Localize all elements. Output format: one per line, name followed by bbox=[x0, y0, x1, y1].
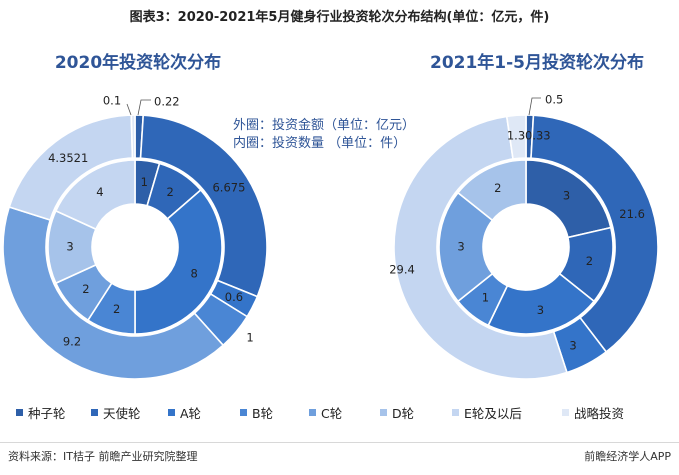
chart-title-2020: 2020年投资轮次分布 bbox=[55, 52, 221, 73]
source-note: 资料来源：IT桔子 前瞻产业研究院整理 bbox=[8, 450, 198, 463]
legend-swatch-5 bbox=[380, 409, 387, 416]
inner-label-0-3: 2 bbox=[113, 302, 120, 316]
outer-label-0-4: 9.2 bbox=[63, 335, 81, 349]
leader-line-0-7 bbox=[126, 103, 132, 116]
legend-label-7: 战略投资 bbox=[574, 406, 624, 421]
outer-label-0-7: 0.1 bbox=[103, 94, 121, 108]
inner-label-0-5: 3 bbox=[66, 240, 73, 254]
outer-label-1-2: 3 bbox=[569, 339, 576, 353]
legend-label-1: 天使轮 bbox=[103, 406, 141, 421]
inner-label-0-1: 2 bbox=[166, 185, 173, 199]
legend-swatch-6 bbox=[452, 409, 459, 416]
outer-1-slice-7 bbox=[505, 114, 527, 160]
outer-0-slice-4 bbox=[2, 206, 225, 380]
inner-1-slice-5 bbox=[456, 159, 527, 222]
outer-label-0-2: 0.6 bbox=[225, 290, 243, 304]
outer-label-0-1: 6.675 bbox=[212, 180, 245, 194]
legend: 种子轮 天使轮 A轮 B轮 C轮 D轮 E轮及以后 战略投资 bbox=[16, 406, 624, 421]
extra-label-1: 0.33 bbox=[525, 129, 551, 143]
note-outer: 外圈：投资金额（单位：亿元） bbox=[233, 117, 415, 133]
outer-label-0-0: 0.22 bbox=[154, 95, 180, 109]
legend-label-5: D轮 bbox=[392, 406, 414, 421]
inner-label-0-6: 4 bbox=[96, 185, 103, 199]
outer-1-slice-6 bbox=[393, 115, 568, 380]
inner-1-slice-2 bbox=[487, 272, 596, 335]
inner-label-0-2: 8 bbox=[190, 267, 197, 281]
outer-0-slice-1 bbox=[139, 114, 268, 298]
inner-label-1-3: 1 bbox=[482, 290, 489, 304]
outer-1-slice-1 bbox=[530, 114, 659, 353]
inner-1-slice-0 bbox=[525, 159, 612, 239]
outer-label-1-1: 21.6 bbox=[619, 207, 645, 221]
inner-0-slice-6 bbox=[54, 159, 136, 231]
inner-label-1-1: 2 bbox=[586, 254, 593, 268]
legend-label-6: E轮及以后 bbox=[464, 406, 522, 421]
legend-swatch-1 bbox=[91, 409, 98, 416]
outer-label-1-6: 29.4 bbox=[389, 263, 415, 277]
inner-label-0-4: 2 bbox=[82, 282, 89, 296]
figure-title: 图表3：2020-2021年5月健身行业投资轮次分布结构(单位：亿元，件) bbox=[129, 10, 550, 25]
chart-title-2021: 2021年1-5月投资轮次分布 bbox=[430, 52, 644, 73]
inner-label-1-5: 2 bbox=[494, 181, 501, 195]
outer-label-1-7: 1.3 bbox=[507, 129, 525, 143]
legend-label-4: C轮 bbox=[321, 406, 342, 421]
outer-0-slice-7 bbox=[130, 114, 136, 159]
outer-label-0-3: 1 bbox=[246, 331, 253, 345]
legend-swatch-3 bbox=[240, 409, 247, 416]
inner-label-0-0: 1 bbox=[141, 175, 148, 189]
legend-label-0: 种子轮 bbox=[28, 406, 66, 421]
legend-swatch-0 bbox=[16, 409, 23, 416]
footer-divider bbox=[0, 442, 679, 443]
inner-label-1-2: 3 bbox=[537, 303, 544, 317]
legend-swatch-2 bbox=[168, 409, 175, 416]
inner-label-1-0: 3 bbox=[563, 189, 570, 203]
legend-swatch-4 bbox=[309, 409, 316, 416]
note-inner: 内圈：投资数量 （单位：件） bbox=[233, 135, 406, 151]
donut-chart-2021: 3 2 3 1 3 2 0.5 21.6 3 29.4 1.3 0.33 bbox=[389, 93, 659, 380]
outer-label-0-6: 4.3521 bbox=[48, 151, 88, 165]
inner-1-slice-4 bbox=[438, 191, 494, 303]
donut-chart-2020: 1 2 8 2 2 3 4 0.22 6.675 0.6 1 9.2 4.3521 0.1 bbox=[2, 94, 268, 380]
legend-label-3: B轮 bbox=[252, 406, 273, 421]
outer-label-1-0: 0.5 bbox=[545, 93, 563, 107]
brand-mark: 前瞻经济学人APP bbox=[584, 450, 671, 463]
legend-label-2: A轮 bbox=[180, 406, 201, 421]
legend-swatch-7 bbox=[562, 409, 569, 416]
inner-label-1-4: 3 bbox=[457, 240, 464, 254]
leader-line-0-0 bbox=[137, 99, 151, 116]
leader-line-1-0 bbox=[528, 97, 541, 116]
inner-0-slice-2 bbox=[134, 188, 223, 335]
